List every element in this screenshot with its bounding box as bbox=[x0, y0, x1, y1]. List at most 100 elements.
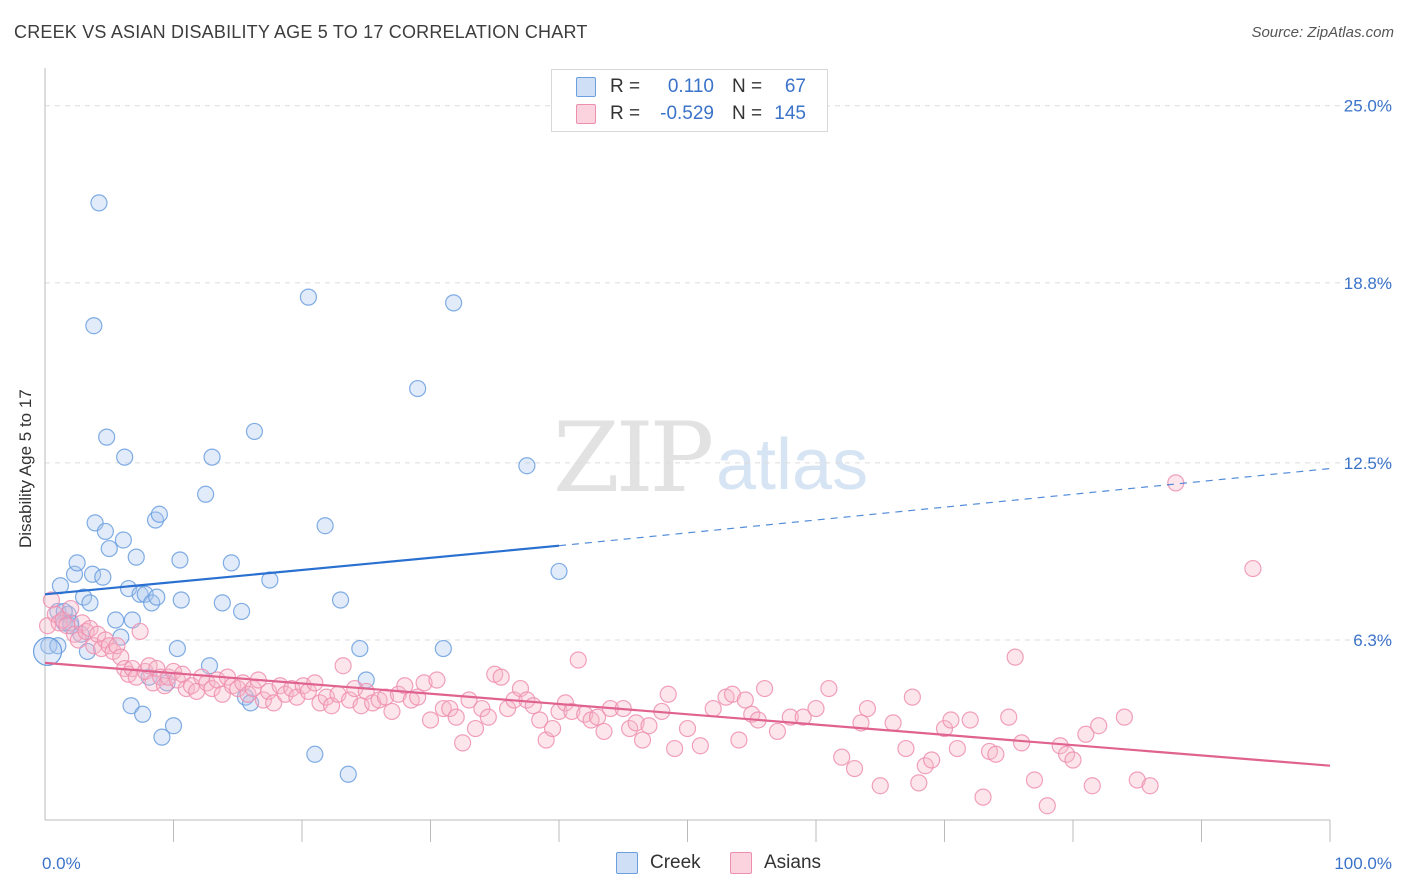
legend-label-creek: Creek bbox=[650, 852, 701, 873]
creek-point bbox=[213, 594, 231, 612]
asians-point bbox=[903, 688, 921, 706]
creek-point bbox=[148, 588, 166, 606]
creek-point bbox=[316, 517, 334, 535]
asians-point bbox=[563, 702, 581, 721]
asians-point bbox=[794, 708, 812, 726]
asians-point bbox=[428, 671, 446, 689]
asians-point bbox=[479, 708, 497, 726]
asians-swatch bbox=[576, 104, 596, 124]
creek-point bbox=[197, 485, 215, 503]
creek-point bbox=[434, 639, 452, 658]
n-value: 145 bbox=[774, 103, 806, 124]
creek-point bbox=[96, 522, 114, 541]
asians-point bbox=[942, 711, 960, 729]
creek-point bbox=[245, 422, 264, 441]
asians-point bbox=[845, 759, 864, 778]
asians-point bbox=[454, 734, 472, 752]
creek-point bbox=[299, 288, 318, 306]
data-points bbox=[32, 194, 1262, 815]
asians-point bbox=[1064, 751, 1082, 769]
creek-point bbox=[222, 554, 240, 572]
legend-item-creek[interactable]: Creek bbox=[616, 852, 701, 874]
creek-point bbox=[94, 568, 112, 586]
asians-point bbox=[871, 777, 889, 795]
creek-point bbox=[164, 717, 183, 735]
asians-point bbox=[923, 751, 941, 769]
asians-swatch bbox=[730, 852, 752, 874]
asians-point bbox=[334, 657, 352, 675]
creek-point bbox=[134, 705, 152, 723]
asians-point bbox=[415, 674, 433, 692]
y-tick-label: 18.8% bbox=[1344, 274, 1392, 293]
asians-point bbox=[961, 711, 979, 729]
watermark-atlas: atlas bbox=[716, 425, 869, 505]
asians-point bbox=[910, 774, 928, 792]
asians-point bbox=[1025, 771, 1044, 789]
legend-row-asians: R = -0.529 N = 145 bbox=[576, 102, 806, 126]
y-axis-label: Disability Age 5 to 17 bbox=[16, 389, 35, 548]
asians-point bbox=[666, 739, 684, 758]
asians-point bbox=[1012, 734, 1031, 752]
creek-point bbox=[116, 448, 134, 466]
asians-point bbox=[306, 674, 324, 692]
creek-point bbox=[32, 636, 63, 667]
legend-item-asians[interactable]: Asians bbox=[730, 852, 821, 874]
creek-point bbox=[68, 554, 86, 572]
asians-point bbox=[421, 711, 440, 729]
asians-point bbox=[396, 677, 414, 695]
creek-point bbox=[331, 591, 350, 609]
asians-point bbox=[659, 685, 677, 703]
asians-point bbox=[434, 699, 452, 718]
asians-point bbox=[1083, 777, 1101, 795]
creek-point bbox=[203, 448, 221, 466]
asians-point bbox=[62, 599, 80, 618]
asians-point bbox=[1115, 708, 1134, 726]
asians-point bbox=[131, 622, 149, 641]
asians-point bbox=[691, 737, 709, 755]
correlation-legend: R = 0.110 N = 67 R = -0.529 N = 145 bbox=[551, 69, 828, 132]
r-label: R = bbox=[610, 103, 641, 124]
asians-point bbox=[1090, 717, 1108, 735]
asians-point bbox=[1077, 725, 1095, 743]
creek-trend-extension bbox=[558, 467, 1331, 547]
asians-point bbox=[633, 731, 652, 749]
r-value: -0.529 bbox=[660, 103, 714, 124]
tick-labels: 6.3% 12.5% 18.8% 25.0% 0.0% 100.0% bbox=[42, 97, 1392, 873]
asians-point bbox=[897, 739, 915, 758]
asians-point bbox=[678, 719, 697, 738]
r-label: R = bbox=[610, 76, 641, 97]
asians-point bbox=[441, 699, 459, 718]
creek-point bbox=[550, 562, 568, 581]
creek-point bbox=[81, 594, 99, 612]
asians-point bbox=[588, 708, 607, 726]
creek-point bbox=[153, 728, 171, 746]
y-tick-label: 12.5% bbox=[1344, 454, 1392, 473]
asians-point bbox=[1244, 559, 1262, 578]
creek-point bbox=[127, 548, 145, 566]
asians-point bbox=[447, 708, 465, 726]
asians-point bbox=[1006, 648, 1024, 666]
asians-point bbox=[531, 711, 549, 729]
creek-trend-line bbox=[44, 544, 560, 596]
asians-point bbox=[42, 591, 61, 609]
asians-trend-line bbox=[44, 661, 1331, 767]
creek-swatch bbox=[576, 77, 596, 97]
creek-point bbox=[114, 531, 132, 549]
asians-point bbox=[807, 699, 825, 718]
creek-point bbox=[98, 428, 116, 446]
y-tick-label: 6.3% bbox=[1353, 631, 1392, 650]
creek-point bbox=[85, 317, 103, 335]
asians-point bbox=[627, 714, 645, 732]
creek-point bbox=[122, 697, 140, 715]
series-legend: Creek Asians bbox=[0, 852, 1406, 878]
n-value: 67 bbox=[784, 76, 806, 97]
asians-point bbox=[974, 788, 992, 806]
creek-point bbox=[107, 611, 125, 629]
creek-point bbox=[306, 745, 324, 763]
x-tick-label-right: 100.0% bbox=[1334, 854, 1392, 873]
axes bbox=[44, 68, 1331, 842]
asians-point bbox=[987, 745, 1005, 763]
asians-point bbox=[704, 699, 722, 718]
asians-point bbox=[820, 679, 838, 698]
